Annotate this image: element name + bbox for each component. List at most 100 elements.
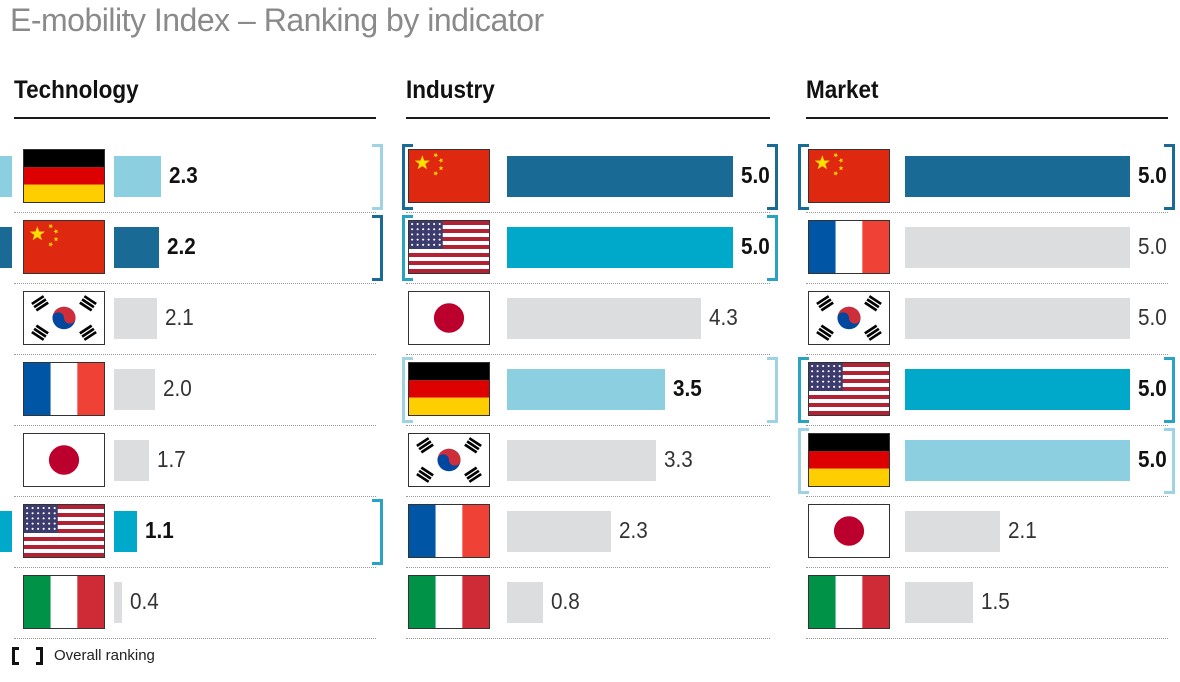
data-label: 5.0: [1138, 162, 1167, 188]
bar-row: 3.3: [406, 426, 770, 497]
flag-china-icon: [23, 220, 105, 274]
bar-row: 5.0: [798, 426, 1175, 497]
data-label: 5.0: [1138, 375, 1167, 401]
overall-rank-bracket-left: [798, 357, 809, 423]
row-separator: [806, 496, 1168, 497]
bar-row: 2.1: [14, 284, 376, 355]
flag-italy-icon: [408, 575, 490, 629]
data-label: 2.2: [167, 233, 197, 259]
legend-label: Overall ranking: [54, 647, 155, 664]
bar-france: [507, 511, 611, 552]
bar-south-korea: [905, 298, 1130, 339]
row-separator: [406, 425, 770, 426]
bar-row: 2.0: [14, 355, 376, 426]
row-separator: [806, 212, 1168, 213]
row-separator: [14, 354, 376, 355]
bar-row: 5.0: [806, 213, 1168, 284]
data-label: 5.0: [1138, 304, 1167, 330]
row-separator: [806, 567, 1168, 568]
row-separator: [806, 283, 1168, 284]
panel-technology: Technology 2.3 2.2 2.1 2.0 1.7 1.1 0.4: [0, 70, 383, 639]
flag-france-icon: [808, 220, 890, 274]
panel-rule: [806, 117, 1168, 119]
data-label: 3.3: [664, 446, 693, 472]
bar-germany: [114, 156, 162, 197]
data-label: 2.1: [165, 304, 195, 330]
data-label: 3.5: [673, 375, 702, 401]
bar-italy: [507, 582, 544, 623]
row-separator: [806, 354, 1168, 355]
row-separator: [406, 283, 770, 284]
panel-title: Technology: [14, 76, 139, 104]
data-label: 5.0: [741, 162, 770, 188]
bar-row: 2.1: [806, 497, 1168, 568]
flag-germany-icon: [408, 362, 490, 416]
bar-germany: [905, 440, 1130, 481]
row-separator: [14, 212, 376, 213]
overall-rank-bracket-right: [767, 357, 778, 423]
bar-japan: [905, 511, 1000, 552]
bar-row: 1.1: [0, 497, 383, 568]
row-separator: [406, 212, 770, 213]
data-label: 5.0: [741, 233, 770, 259]
bar-row: 2.3: [406, 497, 770, 568]
data-label: 0.4: [130, 588, 160, 614]
bar-usa: [905, 369, 1130, 410]
bar-row: 2.3: [0, 142, 383, 213]
bar-row: 5.0: [798, 142, 1175, 213]
data-label: 2.0: [163, 375, 192, 401]
bar-italy: [114, 582, 123, 623]
row-separator: [406, 496, 770, 497]
row-separator: [14, 425, 376, 426]
flag-japan-icon: [408, 291, 490, 345]
bar-row: 1.7: [14, 426, 376, 497]
row-separator: [14, 638, 376, 639]
legend-bracket-right: [36, 647, 43, 665]
overall-rank-bracket-right: [372, 215, 383, 281]
bar-row: 2.2: [0, 213, 383, 284]
flag-china-icon: [808, 149, 890, 203]
row-separator: [406, 638, 770, 639]
bar-usa: [114, 511, 137, 552]
row-separator: [406, 567, 770, 568]
panel-market: Market 5.0 5.0 5.0 5.0 5.0 2.1 1.5: [798, 70, 1175, 639]
overall-rank-bracket-left: [798, 144, 809, 210]
flag-japan-icon: [23, 433, 105, 487]
bar-china: [905, 156, 1130, 197]
bar-china: [507, 156, 733, 197]
bar-south-korea: [507, 440, 657, 481]
legend-bracket-left: [12, 647, 19, 665]
panel-industry: Industry 5.0 5.0 4.3 3.5 3.3 2.3 0.8: [402, 70, 778, 639]
overall-rank-bracket-right: [372, 499, 383, 565]
bar-row: 5.0: [806, 284, 1168, 355]
panel-title: Market: [806, 76, 879, 104]
bar-row: 5.0: [402, 142, 778, 213]
bar-france: [905, 227, 1130, 268]
bar-china: [114, 227, 160, 268]
overall-rank-bracket-right: [767, 144, 778, 210]
bar-south-korea: [114, 298, 158, 339]
data-label: 1.7: [157, 446, 186, 472]
data-label: 1.1: [144, 517, 174, 543]
overall-rank-stub: [0, 156, 12, 197]
flag-south-korea-icon: [408, 433, 490, 487]
data-label: 5.0: [1138, 233, 1167, 259]
overall-rank-bracket-right: [1164, 428, 1175, 494]
panel-rule: [14, 117, 376, 119]
bar-row: 0.8: [406, 568, 770, 639]
overall-rank-bracket-left: [402, 144, 413, 210]
data-label: 2.3: [618, 517, 648, 543]
overall-rank-bracket-right: [1164, 357, 1175, 423]
data-label: 0.8: [551, 588, 580, 614]
flag-south-korea-icon: [808, 291, 890, 345]
flag-usa-icon: [408, 220, 490, 274]
bar-japan: [507, 298, 702, 339]
bar-row: 5.0: [402, 213, 778, 284]
row-separator: [806, 425, 1168, 426]
row-separator: [14, 567, 376, 568]
data-label: 5.0: [1138, 446, 1167, 472]
bar-row: 3.5: [402, 355, 778, 426]
flag-usa-icon: [808, 362, 890, 416]
flag-germany-icon: [808, 433, 890, 487]
data-label: 4.3: [709, 304, 739, 330]
